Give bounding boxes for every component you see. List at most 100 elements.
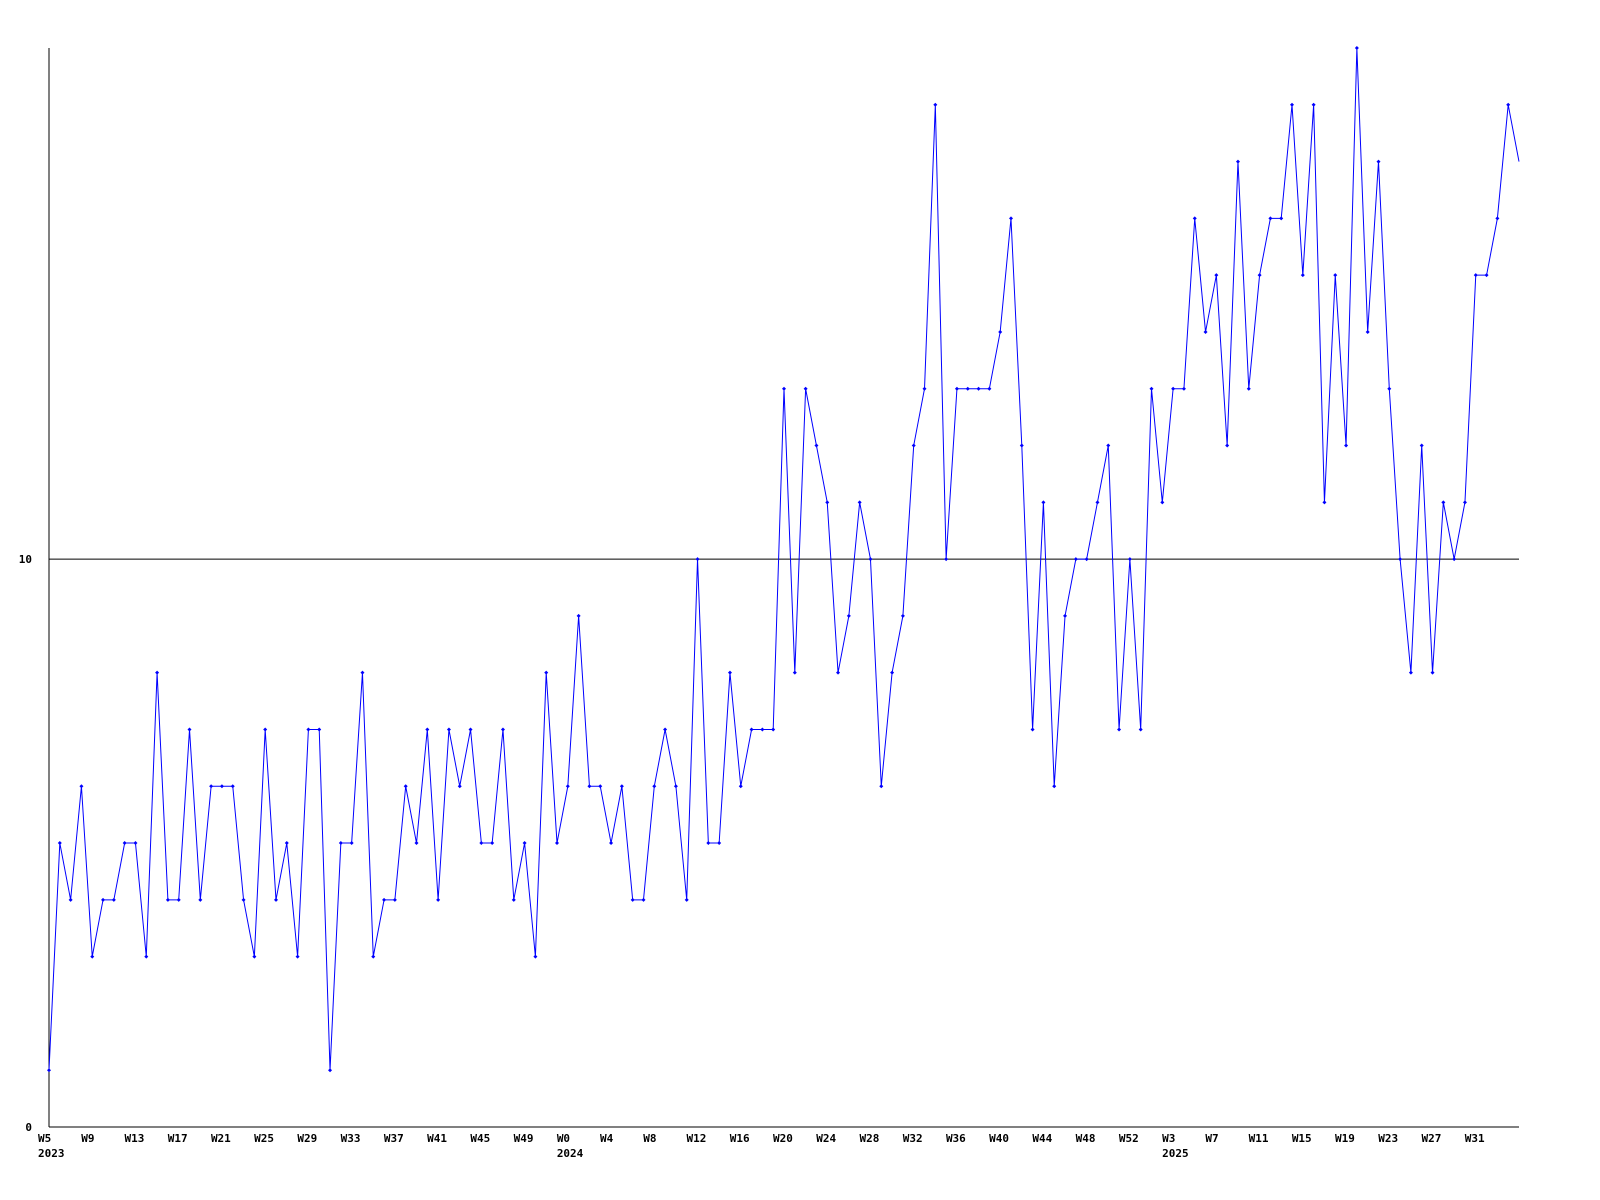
- point: [1484, 273, 1489, 278]
- point: [1052, 784, 1057, 789]
- point: [1181, 386, 1186, 391]
- x-tick-label: W48: [1076, 1132, 1096, 1145]
- point: [295, 954, 300, 959]
- point: [749, 727, 754, 732]
- point: [1322, 500, 1327, 505]
- x-tick-label: W37: [384, 1132, 404, 1145]
- point: [576, 613, 581, 618]
- point: [490, 841, 495, 846]
- x-tick-label: W52: [1119, 1132, 1139, 1145]
- x-tick-label: W45: [470, 1132, 490, 1145]
- x-tick-label: W16: [730, 1132, 750, 1145]
- point: [1452, 557, 1457, 562]
- point: [1344, 443, 1349, 448]
- point: [706, 841, 711, 846]
- point: [609, 841, 614, 846]
- point: [1203, 329, 1208, 334]
- point: [1365, 329, 1370, 334]
- point: [673, 784, 678, 789]
- point: [209, 784, 214, 789]
- point: [57, 841, 62, 846]
- point: [1300, 273, 1305, 278]
- point: [155, 670, 160, 675]
- point: [47, 1068, 51, 1073]
- point: [1495, 216, 1500, 221]
- point: [1073, 557, 1078, 562]
- point: [533, 954, 538, 959]
- point: [1462, 500, 1467, 505]
- point: [890, 670, 895, 675]
- point: [338, 841, 343, 846]
- point: [1030, 727, 1035, 732]
- point: [922, 386, 927, 391]
- x-tick-label: W3 2025: [1162, 1132, 1189, 1160]
- x-tick-label: W24: [816, 1132, 836, 1145]
- point: [814, 443, 819, 448]
- x-tick-label: W21: [211, 1132, 231, 1145]
- point: [587, 784, 592, 789]
- point: [500, 727, 505, 732]
- point: [965, 386, 970, 391]
- point: [1279, 216, 1284, 221]
- x-tick-label: W11: [1249, 1132, 1269, 1145]
- point: [1008, 216, 1013, 221]
- x-tick-label: W15: [1292, 1132, 1312, 1145]
- point: [987, 386, 992, 391]
- point: [1063, 613, 1068, 618]
- point: [122, 841, 127, 846]
- point: [479, 841, 484, 846]
- point: [911, 443, 916, 448]
- point: [695, 557, 700, 562]
- point: [1473, 273, 1478, 278]
- point: [90, 954, 95, 959]
- point: [598, 784, 603, 789]
- point: [1506, 102, 1511, 107]
- point: [68, 897, 73, 902]
- point: [349, 841, 354, 846]
- point: [230, 784, 235, 789]
- x-tick-label: W20: [773, 1132, 793, 1145]
- point: [111, 897, 116, 902]
- point: [954, 386, 959, 391]
- point: [857, 500, 862, 505]
- point: [306, 727, 311, 732]
- point: [198, 897, 203, 902]
- x-tick-label: W12: [687, 1132, 707, 1145]
- x-tick-label: W27: [1422, 1132, 1442, 1145]
- x-tick-label: W8: [643, 1132, 656, 1145]
- point: [1430, 670, 1435, 675]
- point: [1333, 273, 1338, 278]
- point: [446, 727, 451, 732]
- point: [328, 1068, 333, 1073]
- x-tick-label: W31: [1465, 1132, 1485, 1145]
- point: [144, 954, 149, 959]
- x-tick-label: W25: [254, 1132, 274, 1145]
- x-tick-label: W44: [1032, 1132, 1052, 1145]
- x-tick-label: W17: [168, 1132, 188, 1145]
- point: [403, 784, 408, 789]
- point: [317, 727, 322, 732]
- x-tick-label: W5 2023: [38, 1132, 65, 1160]
- point: [738, 784, 743, 789]
- y-tick-label: 10: [19, 553, 32, 566]
- point: [1149, 386, 1154, 391]
- point: [1268, 216, 1273, 221]
- point: [273, 897, 278, 902]
- point: [544, 670, 549, 675]
- point: [414, 841, 419, 846]
- point: [900, 613, 905, 618]
- point: [868, 557, 873, 562]
- x-tick-label: W33: [341, 1132, 361, 1145]
- point: [79, 784, 84, 789]
- point: [803, 386, 808, 391]
- point: [727, 670, 732, 675]
- point: [1257, 273, 1262, 278]
- point: [165, 897, 170, 902]
- point: [976, 386, 981, 391]
- point: [371, 954, 376, 959]
- point: [1387, 386, 1392, 391]
- point: [641, 897, 646, 902]
- point: [933, 102, 938, 107]
- point: [684, 897, 689, 902]
